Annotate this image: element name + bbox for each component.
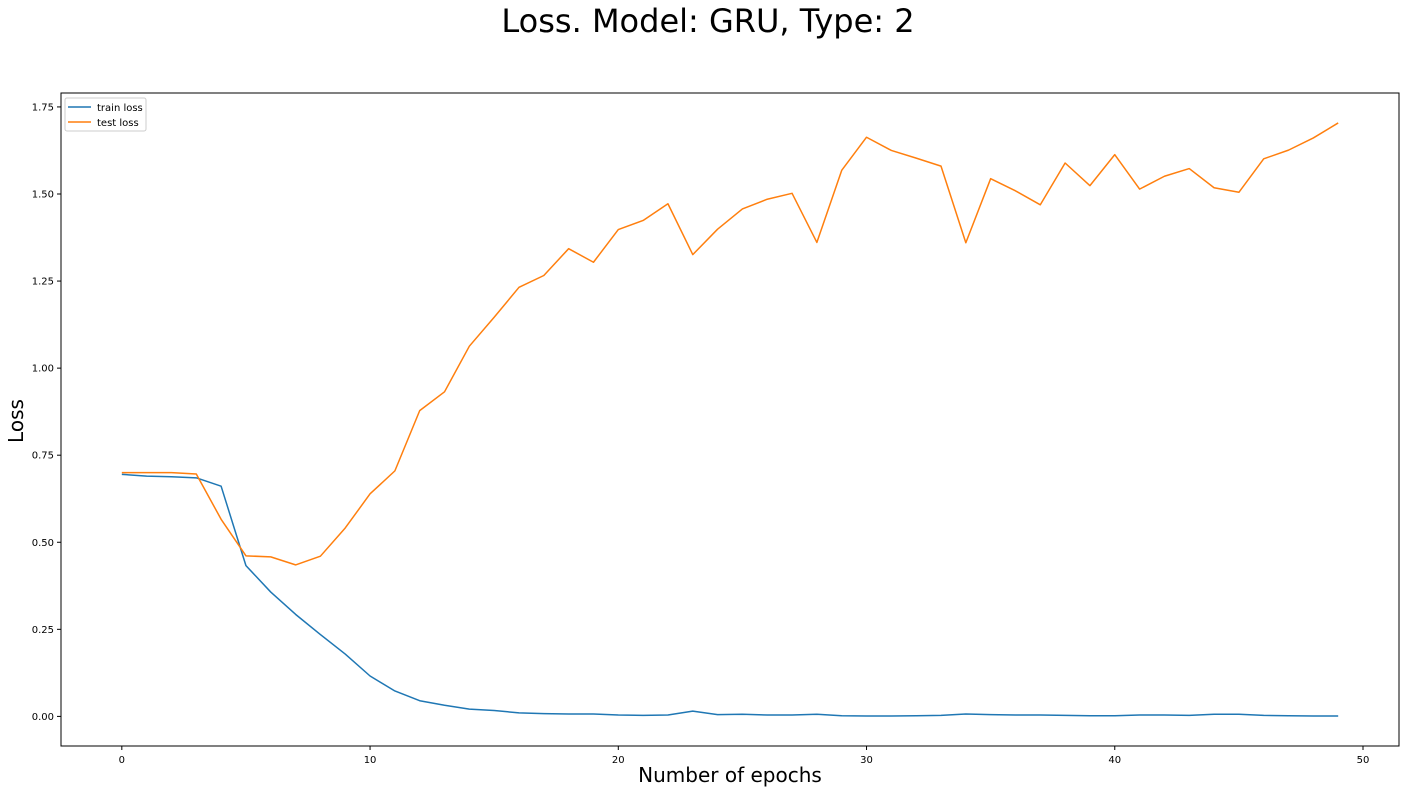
y-tick-label: 1.25 <box>32 277 54 288</box>
x-tick-label: 20 <box>612 755 625 766</box>
chart-title: Loss. Model: GRU, Type: 2 <box>501 2 914 40</box>
y-tick-label: 1.50 <box>32 189 54 200</box>
series-lines <box>121 122 1339 717</box>
y-tick-label: 0.00 <box>32 712 54 723</box>
legend: train loss test loss <box>64 97 147 132</box>
legend-label-test-loss: test loss <box>97 118 139 129</box>
legend-label-train-loss: train loss <box>97 103 143 114</box>
y-tick-label: 1.75 <box>32 102 54 113</box>
series-line-train-loss <box>121 473 1339 717</box>
series-line-test-loss <box>121 122 1339 566</box>
x-tick-label: 50 <box>1357 755 1370 766</box>
x-tick-label: 0 <box>119 755 125 766</box>
plot-frame <box>60 92 1400 747</box>
y-tick-label: 1.00 <box>32 364 54 375</box>
x-axis: 0 10 20 30 40 50 <box>119 746 1370 766</box>
x-tick-label: 40 <box>1108 755 1121 766</box>
y-tick-label: 0.25 <box>32 625 54 636</box>
y-tick-label: 0.50 <box>32 538 54 549</box>
y-axis-label: Loss <box>4 399 28 443</box>
y-axis: 0.00 0.25 0.50 0.75 1.00 1.25 1.50 1.75 <box>32 102 61 723</box>
y-tick-label: 0.75 <box>32 451 54 462</box>
x-axis-label: Number of epochs <box>638 763 822 787</box>
x-tick-label: 10 <box>364 755 377 766</box>
x-tick-label: 30 <box>860 755 873 766</box>
